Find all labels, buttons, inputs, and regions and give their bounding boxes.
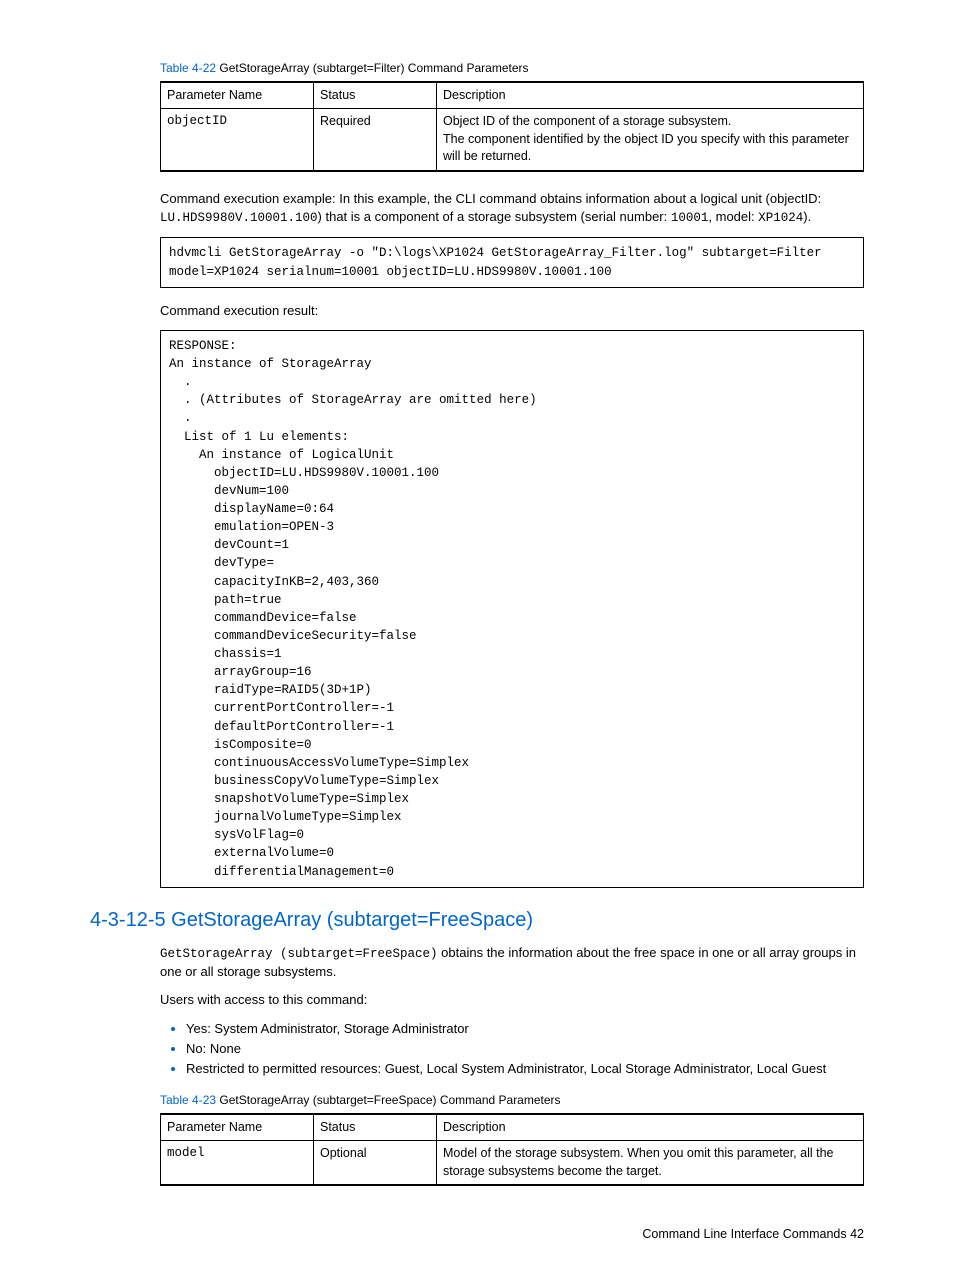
th-description: Description: [437, 82, 864, 109]
section-intro: GetStorageArray (subtarget=FreeSpace) ob…: [160, 944, 864, 982]
page-footer: Command Line Interface Commands 42: [90, 1226, 864, 1244]
th-description: Description: [437, 1114, 864, 1141]
cell-status: Optional: [314, 1141, 437, 1186]
list-item: Restricted to permitted resources: Guest…: [186, 1060, 864, 1078]
cell-param-name: objectID: [161, 109, 314, 171]
th-status: Status: [314, 1114, 437, 1141]
exec-result-code: RESPONSE: An instance of StorageArray . …: [160, 330, 864, 888]
th-parameter-name: Parameter Name: [161, 1114, 314, 1141]
cell-status: Required: [314, 109, 437, 171]
table-header-row: Parameter Name Status Description: [161, 82, 864, 109]
table1: Parameter Name Status Description object…: [160, 81, 864, 172]
table2: Parameter Name Status Description model …: [160, 1113, 864, 1187]
table1-number: Table 4-22: [160, 61, 216, 75]
table1-caption: Table 4-22 GetStorageArray (subtarget=Fi…: [160, 60, 864, 77]
exec-example-code: hdvmcli GetStorageArray -o "D:\logs\XP10…: [160, 237, 864, 287]
table2-caption: Table 4-23 GetStorageArray (subtarget=Fr…: [160, 1092, 864, 1109]
table-row: model Optional Model of the storage subs…: [161, 1141, 864, 1186]
access-list: Yes: System Administrator, Storage Admin…: [160, 1020, 864, 1079]
result-label: Command execution result:: [160, 302, 864, 320]
table1-caption-text: GetStorageArray (subtarget=Filter) Comma…: [216, 61, 528, 75]
cell-description: Model of the storage subsystem. When you…: [437, 1141, 864, 1186]
table2-caption-text: GetStorageArray (subtarget=FreeSpace) Co…: [216, 1093, 560, 1107]
exec-example-para: Command execution example: In this examp…: [160, 190, 864, 228]
th-parameter-name: Parameter Name: [161, 82, 314, 109]
cell-description: Object ID of the component of a storage …: [437, 109, 864, 171]
table-header-row: Parameter Name Status Description: [161, 1114, 864, 1141]
table2-number: Table 4-23: [160, 1093, 216, 1107]
th-status: Status: [314, 82, 437, 109]
table-row: objectID Required Object ID of the compo…: [161, 109, 864, 171]
access-label: Users with access to this command:: [160, 991, 864, 1009]
section-heading: 4-3-12-5 GetStorageArray (subtarget=Free…: [90, 906, 864, 934]
cell-param-name: model: [161, 1141, 314, 1186]
list-item: Yes: System Administrator, Storage Admin…: [186, 1020, 864, 1038]
list-item: No: None: [186, 1040, 864, 1058]
